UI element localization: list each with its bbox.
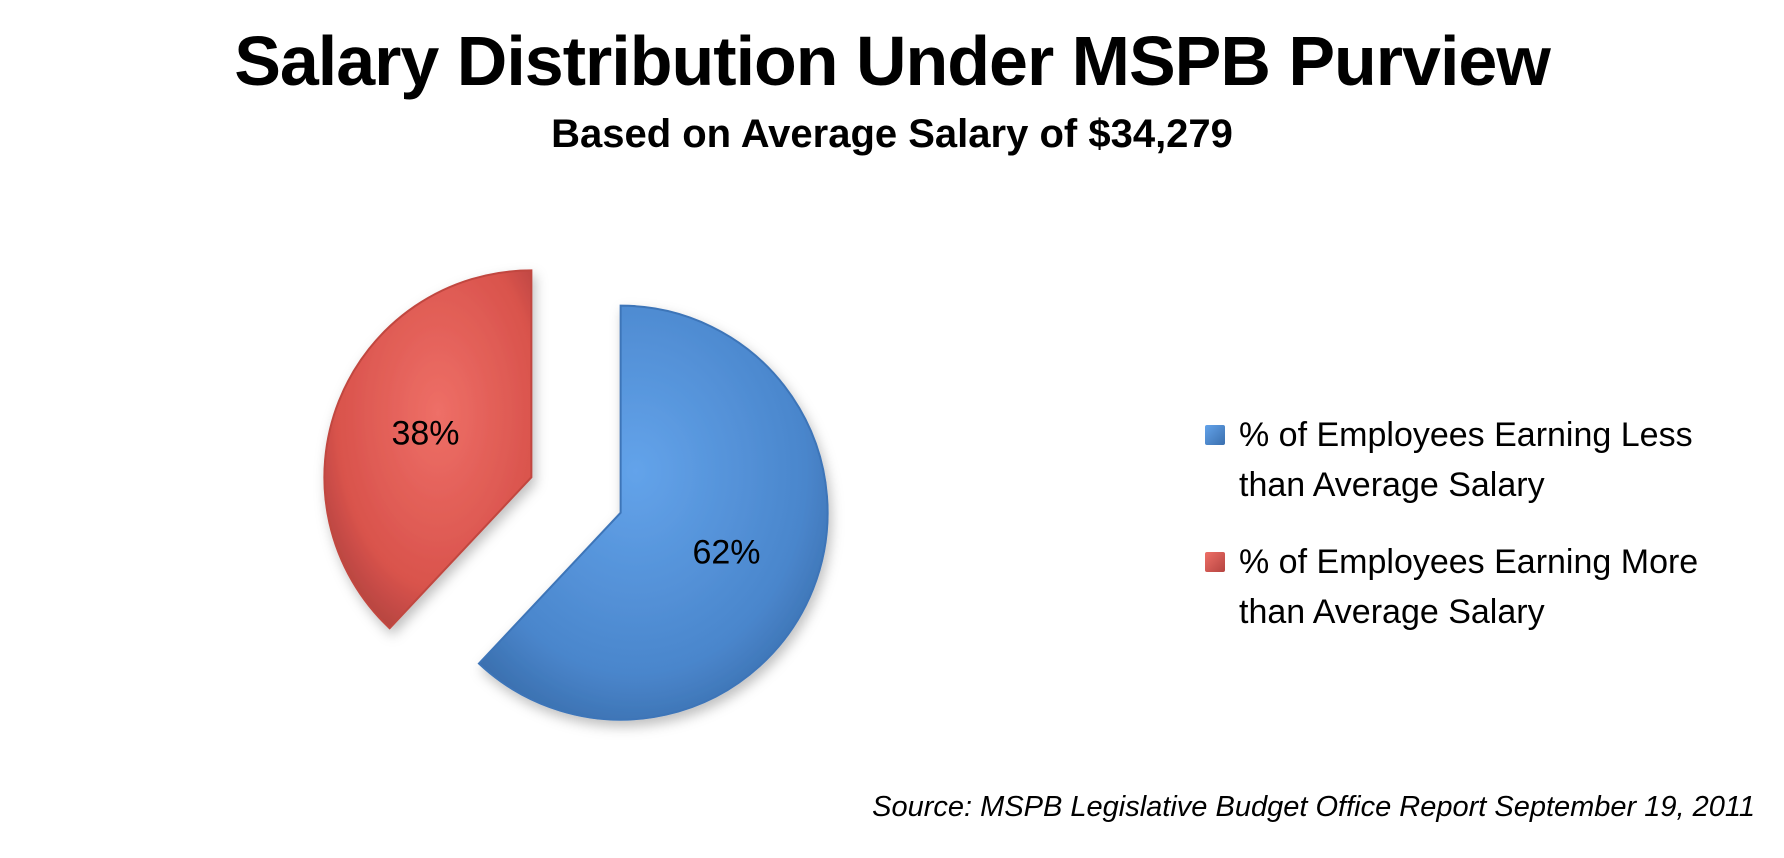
legend-swatch-blue [1205, 425, 1225, 445]
legend: % of Employees Earning Less than Average… [1205, 410, 1765, 664]
legend-item-more: % of Employees Earning More than Average… [1205, 537, 1765, 637]
legend-item-less: % of Employees Earning Less than Average… [1205, 410, 1765, 510]
pie-slice-less [477, 304, 829, 721]
legend-swatch-red [1205, 552, 1225, 572]
legend-label-line2: than Average Salary [1239, 593, 1545, 631]
slice-label-less: 62% [692, 534, 760, 572]
source-note: Source: MSPB Legislative Budget Office R… [872, 791, 1755, 823]
pie-slice-more [323, 269, 533, 630]
slice-label-more: 38% [391, 414, 459, 452]
legend-label-line2: than Average Salary [1239, 466, 1545, 504]
chart-title: Salary Distribution Under MSPB Purview [234, 22, 1551, 100]
legend-label-line1: % of Employees Earning More [1239, 543, 1699, 581]
legend-label-line1: % of Employees Earning Less [1239, 416, 1693, 454]
chart-subtitle: Based on Average Salary of $34,279 [551, 112, 1233, 156]
